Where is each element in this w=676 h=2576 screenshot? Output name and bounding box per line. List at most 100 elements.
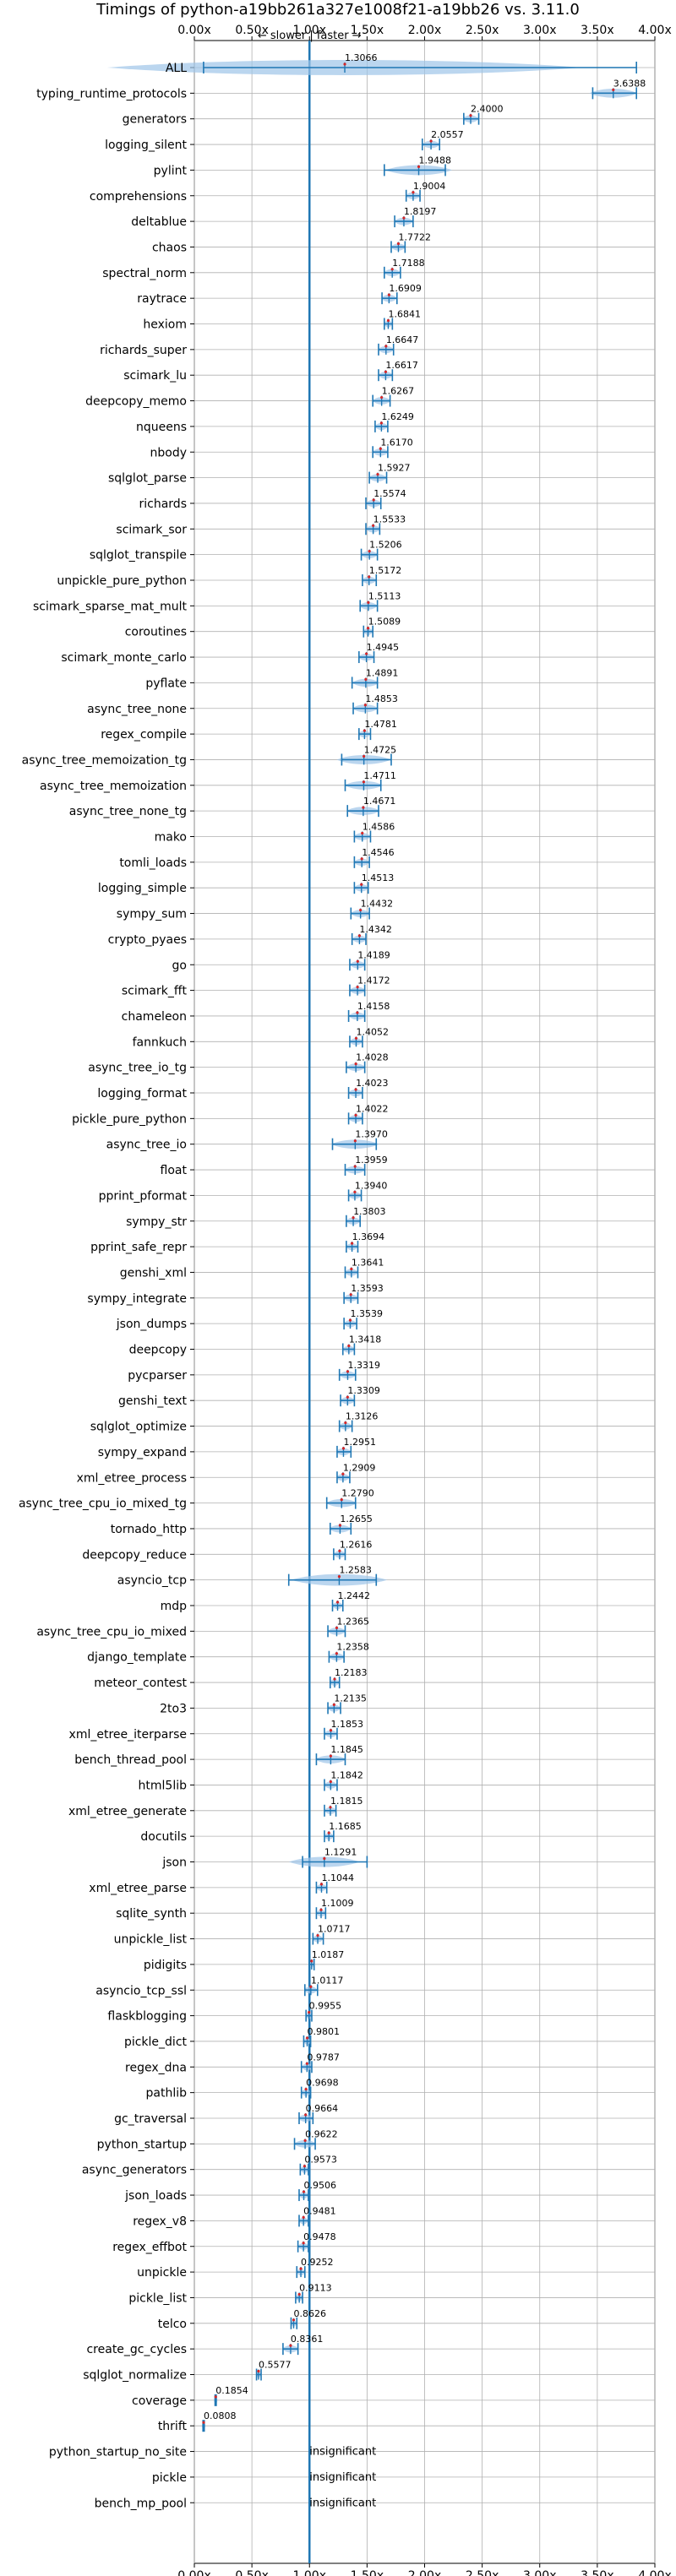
- mean-marker: [386, 318, 390, 323]
- value-label: 1.2583: [339, 1565, 372, 1576]
- mean-marker: [308, 2011, 311, 2014]
- value-label: 1.5113: [368, 590, 401, 601]
- benchmark-label: meteor_contest: [94, 1677, 187, 1690]
- mean-marker: [354, 1036, 358, 1040]
- benchmark-label: async_tree_none_tg: [69, 805, 187, 818]
- mean-marker: [387, 293, 390, 296]
- benchmark-label: crypto_pyaes: [108, 933, 187, 947]
- insignificant-label: insignificant: [309, 2446, 376, 2459]
- value-label: 1.3959: [355, 1155, 388, 1166]
- mean-marker: [360, 883, 363, 886]
- mean-marker: [366, 627, 370, 630]
- mean-marker: [363, 704, 367, 707]
- benchmark-label: python_startup_no_site: [49, 2446, 187, 2459]
- benchmark-label: pprint_pformat: [99, 1189, 188, 1203]
- x-tick-label-bottom: 3.00x: [523, 2569, 556, 2576]
- value-label: 0.0808: [204, 2410, 237, 2421]
- x-tick-label-bottom: 4.00x: [638, 2569, 671, 2576]
- benchmark-label: genshi_text: [118, 1394, 188, 1408]
- benchmark-label: pickle_dict: [124, 2035, 188, 2049]
- benchmark-label: pickle_list: [128, 2291, 187, 2305]
- mean-marker: [349, 1293, 352, 1296]
- value-label: 1.5089: [368, 617, 401, 628]
- value-label: 1.6647: [386, 334, 419, 345]
- benchmark-label: async_tree_memoization: [40, 780, 187, 793]
- value-label: 0.9481: [303, 2205, 336, 2216]
- value-label: 1.1044: [321, 1872, 354, 1883]
- mean-marker: [368, 550, 371, 553]
- value-label: 0.5577: [259, 2360, 292, 2371]
- value-label: 1.3803: [353, 1206, 386, 1217]
- benchmark-label: sqlglot_transpile: [90, 549, 187, 562]
- mean-marker: [396, 242, 401, 246]
- mean-marker: [304, 2113, 308, 2117]
- mean-marker: [356, 959, 359, 963]
- benchmark-label: sqlite_synth: [116, 1907, 187, 1921]
- x-tick-label-top: 3.50x: [581, 24, 613, 37]
- mean-marker: [365, 652, 368, 655]
- value-label: 1.2655: [340, 1514, 373, 1524]
- x-tick-label-bottom: 1.00x: [293, 2569, 326, 2576]
- value-label: 0.9801: [308, 2026, 341, 2037]
- mean-marker: [257, 2369, 260, 2373]
- mean-marker: [361, 831, 364, 835]
- benchmark-label: pickle_pure_python: [72, 1112, 187, 1126]
- mean-marker: [363, 754, 366, 758]
- benchmark-label: unpickle: [137, 2266, 187, 2280]
- mean-marker: [329, 1780, 332, 1784]
- benchmark-label: create_gc_cycles: [86, 2343, 187, 2356]
- benchmark-label: bench_thread_pool: [74, 1753, 187, 1767]
- mean-marker: [335, 1600, 340, 1604]
- benchmark-label: ALL: [166, 62, 187, 75]
- chart-title: Timings of python-a19bb261a327e1008f21-a…: [96, 1, 580, 19]
- value-label: 1.1853: [330, 1719, 363, 1730]
- mean-marker: [302, 2215, 305, 2219]
- value-label: 1.4158: [357, 1001, 390, 1012]
- mean-marker: [338, 1524, 342, 1527]
- benchmark-label: sympy_integrate: [87, 1292, 187, 1306]
- value-label: 1.2616: [340, 1539, 373, 1550]
- direction-annotation: ← slower | faster →: [258, 30, 362, 42]
- benchmark-label: bench_mp_pool: [95, 2497, 187, 2510]
- benchmark-label: sympy_sum: [117, 908, 187, 921]
- benchmark-label: 2to3: [160, 1702, 187, 1715]
- value-label: 1.7722: [398, 231, 431, 242]
- mean-marker: [362, 780, 366, 784]
- value-label: 1.3940: [355, 1180, 388, 1191]
- value-label: 2.0557: [431, 129, 464, 140]
- value-label: 0.1854: [215, 2385, 248, 2396]
- value-label: 1.9488: [419, 155, 452, 166]
- grid-layer: [190, 36, 656, 2568]
- x-tick-label-top: 4.00x: [638, 24, 671, 37]
- mean-marker: [384, 345, 388, 348]
- mean-marker: [612, 88, 615, 91]
- value-label: 1.0117: [311, 1975, 344, 1986]
- value-label: 1.0187: [312, 1949, 345, 1960]
- benchmark-label: json_loads: [124, 2189, 187, 2203]
- benchmark-label: async_tree_cpu_io_mixed: [36, 1625, 187, 1639]
- mean-marker: [372, 524, 375, 527]
- benchmark-label: async_generators: [82, 2164, 187, 2177]
- mean-marker: [340, 1498, 343, 1502]
- value-label: 0.8361: [291, 2334, 324, 2345]
- mean-marker: [367, 601, 370, 604]
- value-label: 0.9955: [309, 2001, 342, 2012]
- benchmark-label: json: [161, 1856, 187, 1870]
- mean-marker: [356, 1011, 359, 1014]
- mean-marker: [362, 806, 365, 809]
- mean-marker: [323, 1856, 326, 1861]
- benchmark-label: deepcopy_memo: [85, 395, 187, 409]
- benchmark-label: chameleon: [122, 1010, 187, 1024]
- benchmark-label: pprint_safe_repr: [90, 1241, 187, 1254]
- benchmark-label: mdp: [161, 1600, 188, 1613]
- mean-marker: [379, 421, 383, 425]
- mean-marker: [380, 395, 384, 399]
- x-tick-label-top: 2.00x: [408, 24, 441, 37]
- benchmark-label: coroutines: [125, 626, 187, 639]
- benchmark-label: async_tree_memoization_tg: [22, 753, 187, 767]
- mean-marker: [390, 268, 394, 271]
- benchmark-label: pyflate: [145, 677, 187, 690]
- value-label: 1.5574: [373, 488, 406, 499]
- benchmark-label: regex_effbot: [112, 2241, 187, 2254]
